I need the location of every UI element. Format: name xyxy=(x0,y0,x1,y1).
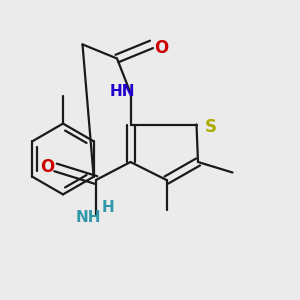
Text: O: O xyxy=(154,39,169,57)
Text: O: O xyxy=(40,158,55,176)
Text: NH: NH xyxy=(75,211,101,226)
Text: S: S xyxy=(205,118,217,136)
Text: HN: HN xyxy=(110,83,135,98)
Text: H: H xyxy=(102,200,114,215)
